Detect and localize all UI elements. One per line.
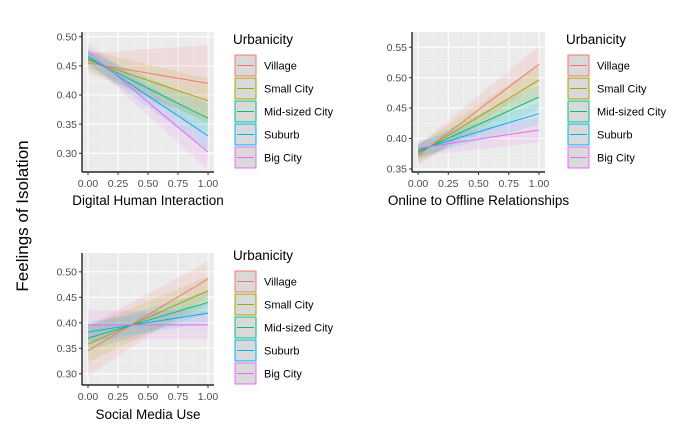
legend-item-label: Suburb (597, 130, 632, 142)
series-line-suburb (87, 55, 209, 137)
legend-item-label: Mid-sized City (597, 107, 667, 119)
series-line-small-city (417, 79, 540, 155)
y-tick-label: 0.45 (387, 103, 408, 115)
legend-item-label: Small City (264, 84, 314, 96)
x-tick-label: 0.75 (499, 178, 520, 190)
y-tick-label: 0.35 (387, 164, 408, 176)
x-tick-label: 0.75 (168, 391, 189, 403)
legend-item-label: Mid-sized City (264, 323, 334, 335)
legend-item-label: Big City (597, 153, 635, 165)
ci-ribbon-small-city (88, 276, 208, 363)
y-tick-label: 0.35 (57, 343, 78, 355)
legend-item-label: Village (597, 61, 630, 73)
series-line-small-city (87, 59, 209, 102)
legend: Urbanicity Village Small City Mid-sized Cit… (566, 32, 667, 169)
panel-2: 0.35 0.40 0.45 0.50 0.55 0.00 0.25 0.50 0.75 1.00… (387, 32, 667, 208)
x-tick-label: 0.25 (108, 178, 129, 190)
ci-ribbon-mid-sized-city (88, 50, 208, 133)
x-tick-label: 0.25 (438, 178, 459, 190)
legend-title: Urbanicity (566, 32, 626, 47)
panel-1: 0.30 0.35 0.40 0.45 0.50 0.00 0.25 0.50 0.75 1.00… (57, 31, 334, 208)
legend-item-label: Suburb (264, 130, 299, 142)
legend-title: Urbanicity (233, 248, 293, 263)
y-tick-label: 0.40 (387, 133, 408, 145)
series-line-mid-sized-city (417, 96, 540, 153)
legend-item-label: Village (264, 277, 297, 289)
y-tick-label: 0.50 (57, 266, 78, 278)
ci-ribbon-mid-sized-city (88, 291, 208, 351)
x-tick-label: 0.50 (468, 178, 489, 190)
legend-item-label: Suburb (264, 346, 299, 358)
y-tick-label: 0.50 (387, 72, 408, 84)
series-line-big-city (417, 129, 540, 149)
y-tick-label: 0.45 (57, 60, 78, 72)
legend-title: Urbanicity (233, 32, 293, 47)
x-tick-label: 0.50 (138, 178, 159, 190)
legend-item-label: Mid-sized City (264, 107, 334, 119)
series-line-suburb (87, 312, 209, 333)
x-tick-label: 1.00 (198, 178, 219, 190)
legend-item-label: Village (264, 61, 297, 73)
x-tick-label: 0.00 (78, 178, 99, 190)
x-tick-label: 0.25 (108, 391, 129, 403)
legend: Urbanicity Village Small City Mid-sized Cit… (233, 32, 334, 169)
ci-ribbon-big-city (88, 42, 208, 170)
ci-ribbon-big-city (418, 117, 539, 157)
x-tick-label: 0.00 (408, 178, 429, 190)
y-tick-label: 0.35 (57, 119, 78, 131)
x-axis-label: Online to Offline Relationships (388, 193, 570, 208)
x-tick-label: 0.00 (78, 391, 99, 403)
y-axis-label: Feelings of Isolation (13, 140, 32, 291)
series-line-village (87, 278, 209, 352)
ci-ribbon-village (88, 261, 208, 377)
series-line-big-city (87, 51, 209, 153)
x-tick-label: 0.75 (168, 178, 189, 190)
y-tick-label: 0.40 (57, 90, 78, 102)
panel-3: 0.30 0.35 0.40 0.45 0.50 0.00 0.25 0.50 0.75 1.00… (57, 248, 334, 422)
x-tick-label: 0.50 (138, 391, 159, 403)
x-tick-label: 1.00 (529, 178, 550, 190)
y-tick-label: 0.30 (57, 148, 78, 160)
y-tick-label: 0.50 (57, 31, 78, 43)
legend-item-label: Small City (597, 84, 647, 96)
legend-item-label: Big City (264, 153, 302, 165)
series-line-village (417, 63, 540, 156)
ci-ribbon-village (88, 45, 208, 122)
x-axis-label: Digital Human Interaction (72, 193, 224, 208)
series-line-small-city (87, 290, 209, 345)
y-tick-label: 0.45 (57, 292, 78, 304)
legend-item-label: Big City (264, 369, 302, 381)
x-tick-label: 1.00 (198, 391, 219, 403)
y-tick-label: 0.40 (57, 317, 78, 329)
series-line-mid-sized-city (87, 301, 209, 339)
legend-item-label: Small City (264, 300, 314, 312)
y-tick-label: 0.55 (387, 42, 408, 54)
series-line-suburb (417, 113, 540, 151)
x-axis-label: Social Media Use (95, 407, 200, 422)
legend: Urbanicity Village Small City Mid-sized Cit… (233, 248, 334, 385)
y-tick-label: 0.30 (57, 368, 78, 380)
